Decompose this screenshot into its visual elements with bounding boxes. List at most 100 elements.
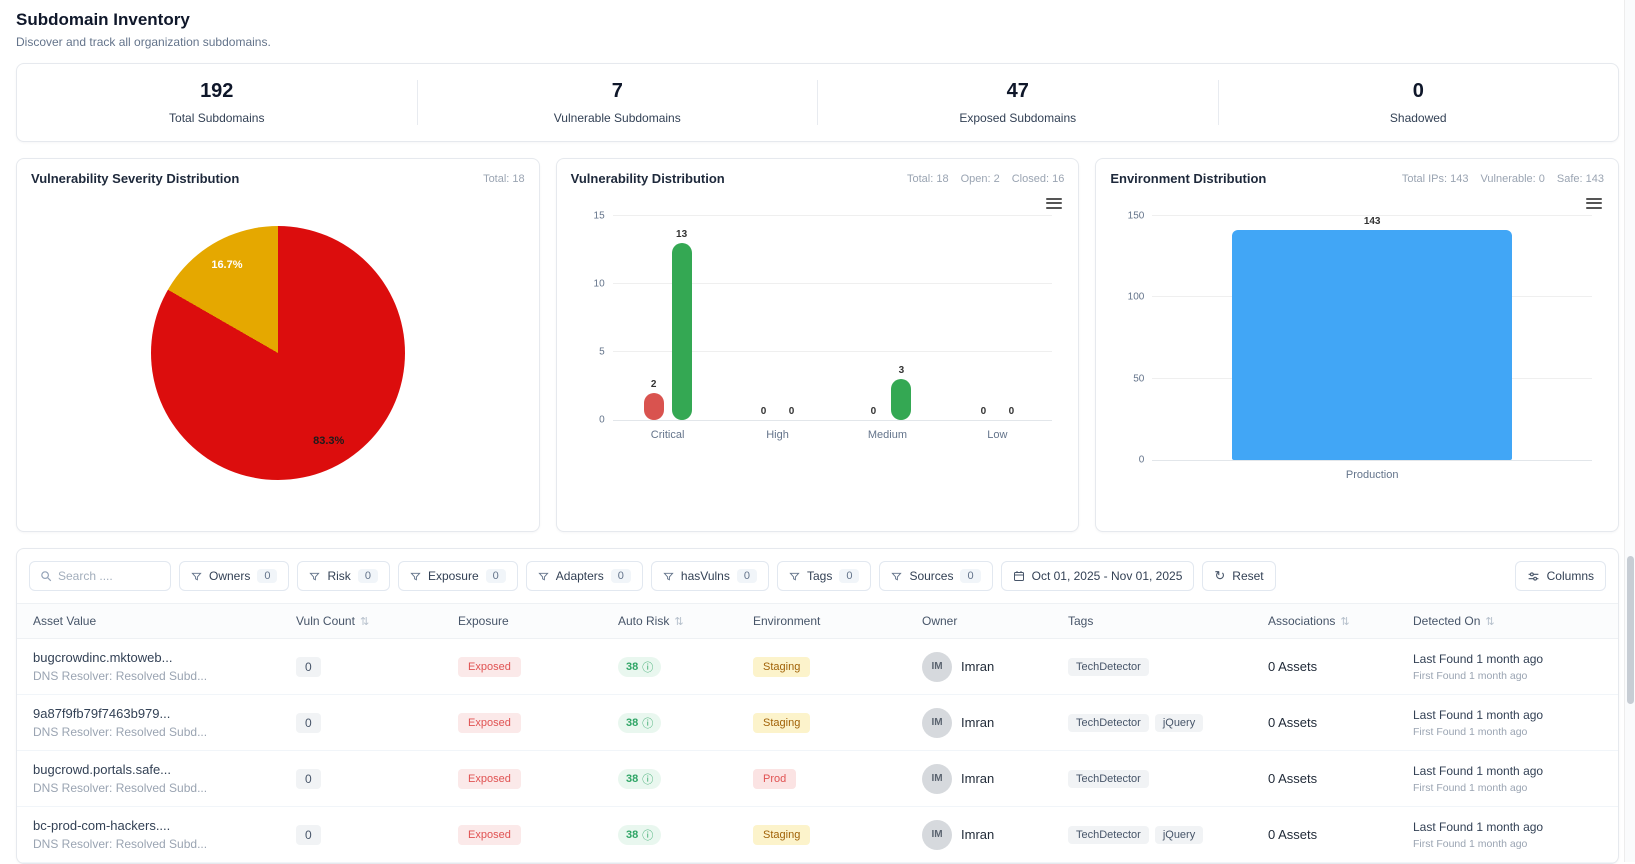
bar-medium-closed[interactable] (891, 379, 912, 420)
filter-chip-label: Risk (327, 569, 351, 583)
detected-on-cell: Last Found 1 month ago First Found 1 mont… (1401, 708, 1618, 738)
auto-risk-badge[interactable]: 38 ⓘ (618, 768, 662, 789)
funnel-icon (663, 572, 674, 580)
table-header-row: Asset Value Vuln Count ⇅ Exposure Auto Risk ⇅… (17, 603, 1618, 639)
tags-cell: TechDetector (1056, 769, 1256, 788)
sort-icon[interactable]: ⇅ (674, 615, 684, 628)
columns-label: Columns (1546, 569, 1594, 583)
stat-label: Shadowed (1389, 111, 1447, 125)
column-header-vuln-count[interactable]: Vuln Count ⇅ (284, 614, 446, 628)
column-header-detected-on[interactable]: Detected On ⇅ (1401, 614, 1618, 628)
auto-risk-badge[interactable]: 38 ⓘ (618, 824, 662, 845)
asset-subtext: DNS Resolver: Resolved Subd... (33, 781, 208, 795)
chart-menu-icon[interactable] (1586, 195, 1602, 211)
chart-menu-icon[interactable] (1046, 195, 1063, 211)
chart-meta-item: Total: 18 (907, 173, 949, 185)
reset-icon: ↻ (1214, 568, 1226, 583)
filter-chip-count: 0 (610, 569, 631, 583)
scrollbar-thumb[interactable] (1627, 556, 1634, 704)
column-label: Auto Risk (618, 614, 670, 628)
reset-label: Reset (1232, 569, 1264, 583)
column-header-associations[interactable]: Associations ⇅ (1256, 614, 1401, 628)
y-axis-tick: 15 (593, 210, 605, 222)
table-row[interactable]: bc-prod-com-hackers.... DNS Resolver: Res… (17, 807, 1618, 863)
chart-header: Vulnerability Severity Distribution Tota… (31, 171, 525, 186)
asset-value-link[interactable]: bugcrowdinc.mktoweb... (33, 650, 173, 665)
table-row[interactable]: bugcrowdinc.mktoweb... DNS Resolver: Reso… (17, 639, 1618, 695)
chart-meta-item: Vulnerable: 0 (1480, 173, 1545, 185)
filter-chip-adapters[interactable]: Adapters 0 (525, 561, 643, 591)
vuln-count-badge: 0 (296, 768, 321, 789)
chart-meta: Total IPs: 143 Vulnerable: 0 Safe: 143 (1402, 171, 1604, 185)
funnel-icon (410, 572, 421, 580)
date-range-button[interactable]: Oct 01, 2025 - Nov 01, 2025 (1000, 561, 1195, 591)
search-input[interactable] (58, 569, 160, 583)
associations-cell: 0 Assets (1256, 827, 1401, 842)
filter-chip-exposure[interactable]: Exposure 0 (397, 561, 518, 591)
column-header-auto-risk[interactable]: Auto Risk ⇅ (606, 614, 741, 628)
auto-risk-badge[interactable]: 38 ⓘ (618, 656, 662, 677)
column-label: Asset Value (33, 614, 97, 628)
bar-value-label: 0 (870, 406, 877, 417)
exposure-badge: Exposed (458, 824, 521, 845)
detected-last-found: Last Found 1 month ago (1413, 763, 1544, 778)
search-box[interactable] (29, 561, 171, 591)
associations-value[interactable]: 0 Assets (1268, 659, 1318, 674)
environment-cell: Staging (741, 824, 910, 845)
sort-icon[interactable]: ⇅ (1485, 615, 1495, 628)
bar-wrap: 3 (891, 216, 912, 420)
table-row[interactable]: bugcrowd.portals.safe... DNS Resolver: Re… (17, 751, 1618, 807)
asset-cell: bc-prod-com-hackers.... DNS Resolver: Res… (17, 818, 284, 851)
filter-chip-risk[interactable]: Risk 0 (297, 561, 390, 591)
table-row[interactable]: 9a87f9fb79f7463b979... DNS Resolver: Reso… (17, 695, 1618, 751)
owner-name: Imran (961, 715, 995, 730)
columns-button[interactable]: Columns (1514, 561, 1606, 591)
bar-plot-area: 0 5 10 15 2 13 0 0 0 3 0 0 (594, 211, 1053, 426)
sort-icon[interactable]: ⇅ (1340, 615, 1350, 628)
bar-group-production: 143 (1152, 216, 1592, 460)
x-axis-label-critical: Critical (650, 429, 685, 441)
column-label: Vuln Count (296, 614, 355, 628)
asset-cell: bugcrowdinc.mktoweb... DNS Resolver: Reso… (17, 650, 284, 683)
auto-risk-cell: 38 ⓘ (606, 824, 741, 845)
asset-value-link[interactable]: bc-prod-com-hackers.... (33, 818, 171, 833)
vulnerability-distribution-card: Vulnerability Distribution Total: 18 Open… (555, 158, 1080, 532)
sort-icon[interactable]: ⇅ (359, 615, 370, 628)
column-header-owner: Owner (910, 614, 1056, 628)
asset-value-link[interactable]: 9a87f9fb79f7463b979... (33, 706, 171, 721)
column-header-tags: Tags (1056, 614, 1256, 628)
vuln-count-cell: 0 (284, 712, 446, 733)
filter-chip-label: Adapters (555, 569, 604, 583)
column-label: Tags (1068, 614, 1094, 628)
auto-risk-badge[interactable]: 38 ⓘ (618, 712, 662, 733)
bar-critical-open[interactable] (643, 392, 664, 420)
environment-cell: Prod (741, 768, 910, 789)
associations-value[interactable]: 0 Assets (1268, 771, 1318, 786)
bar-value-label: 0 (980, 406, 987, 417)
stat-value: 0 (1412, 80, 1424, 102)
reset-button[interactable]: ↻ Reset (1202, 561, 1276, 591)
asset-value-link[interactable]: bugcrowd.portals.safe... (33, 762, 172, 777)
chart-meta: Total: 18 Open: 2 Closed: 16 (907, 171, 1064, 185)
filter-chip-sources[interactable]: Sources 0 (879, 561, 993, 591)
tag-pill: TechDetector (1068, 713, 1149, 732)
page-scrollbar[interactable] (1624, 0, 1635, 862)
gridline (1152, 215, 1592, 216)
bar-wrap: 0 (1001, 216, 1021, 420)
table-body: bugcrowdinc.mktoweb... DNS Resolver: Reso… (17, 639, 1618, 863)
associations-value[interactable]: 0 Assets (1268, 827, 1318, 842)
stat-vulnerable-subdomains: 7 Vulnerable Subdomains (418, 80, 818, 125)
associations-value[interactable]: 0 Assets (1268, 715, 1318, 730)
column-label: Associations (1268, 614, 1336, 628)
severity-pie-chart[interactable]: 83.3% 16.7% (150, 226, 405, 480)
filter-chip-hasvulns[interactable]: hasVulns 0 (650, 561, 769, 591)
vuln-count-cell: 0 (284, 768, 446, 789)
chart-meta-item: Open: 2 (960, 173, 1000, 185)
environment-bar-body: 0 50 100 150 143 Production (1110, 211, 1604, 481)
bar-production-ips[interactable] (1232, 230, 1513, 460)
filter-chip-tags[interactable]: Tags 0 (776, 561, 872, 591)
filter-chip-owners[interactable]: Owners 0 (179, 561, 290, 591)
chart-meta: Total: 18 (483, 171, 525, 185)
bar-critical-closed[interactable] (671, 243, 692, 420)
